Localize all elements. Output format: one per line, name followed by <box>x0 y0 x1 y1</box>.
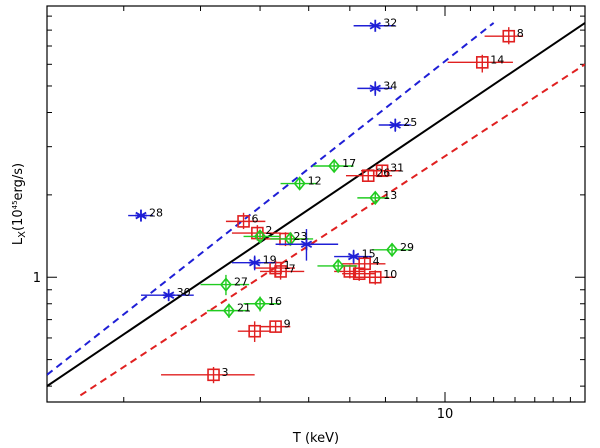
plot-frame <box>46 5 586 403</box>
square-point <box>345 169 393 182</box>
point-label: 12 <box>308 175 322 188</box>
square-marker <box>237 215 250 228</box>
square-marker <box>361 169 375 182</box>
diamond-point <box>313 158 354 174</box>
point-label: 14 <box>490 53 504 66</box>
point-label: 29 <box>400 241 414 254</box>
point-label: 23 <box>293 230 307 243</box>
y-axis-title-main: L <box>11 237 26 245</box>
square-marker <box>248 324 261 338</box>
point-label: 32 <box>383 17 397 30</box>
square-point <box>342 266 376 281</box>
point-label: 25 <box>403 116 417 129</box>
point-label: 19 <box>263 254 277 267</box>
diamond-marker <box>328 158 341 174</box>
diamond-marker <box>369 190 382 206</box>
point-label: 10 <box>383 268 397 281</box>
point-label: 15 <box>362 248 376 261</box>
dashed-relation-line <box>47 22 495 376</box>
y-tick-label: 1 <box>33 271 41 286</box>
point-label: 21 <box>237 302 251 315</box>
square-point <box>237 321 271 342</box>
point-label: 2 <box>265 224 272 237</box>
point-label: 9 <box>284 318 291 331</box>
best-fit-line <box>47 22 585 387</box>
diamond-point <box>357 190 389 206</box>
square-point <box>484 27 524 45</box>
square-marker <box>274 265 287 278</box>
asterisk-point <box>128 209 154 222</box>
diamond-marker <box>284 231 297 247</box>
point-label: 27 <box>234 276 248 289</box>
point-label: 26 <box>376 167 390 180</box>
diamond-marker <box>254 296 267 312</box>
point-label: 1 <box>284 259 291 272</box>
square-point <box>260 320 291 333</box>
square-point <box>260 263 305 280</box>
diamond-point <box>280 176 318 191</box>
asterisk-point <box>231 255 276 271</box>
y-axis-title-sub: X <box>17 231 28 238</box>
diamond-marker <box>219 277 232 292</box>
square-point <box>353 270 396 285</box>
diamond-marker <box>222 303 236 318</box>
diamond-marker <box>254 229 267 244</box>
square-marker <box>502 29 516 43</box>
square-marker <box>352 267 366 281</box>
point-label: 8 <box>517 27 524 40</box>
diamond-point <box>243 229 281 244</box>
asterisk-point <box>357 81 393 96</box>
square-marker <box>207 368 220 382</box>
asterisk-point <box>140 289 194 302</box>
point-label: 34 <box>383 79 397 92</box>
asterisk-point <box>378 118 411 132</box>
diamond-marker <box>386 242 399 258</box>
point-label: 3 <box>222 366 229 379</box>
diamond-point <box>371 242 411 258</box>
y-axis-title-rest: (10 <box>11 209 26 231</box>
y-axis-title: LX(1045erg/s) <box>11 163 28 245</box>
square-point <box>225 212 266 230</box>
point-label: 28 <box>149 207 163 220</box>
x-axis-title: T (keV) <box>292 431 339 446</box>
diamond-point <box>207 303 250 318</box>
square-point <box>161 366 255 384</box>
point-label: 16 <box>268 295 282 308</box>
asterisk-point <box>334 249 372 264</box>
dashed-relation-line <box>79 63 585 397</box>
point-label: 13 <box>383 189 397 202</box>
x-tick-label: 10 <box>437 407 454 422</box>
square-marker <box>368 270 382 284</box>
point-label: 31 <box>390 162 404 175</box>
y-axis-title-sup: 45 <box>11 200 19 209</box>
diamond-marker <box>332 258 345 274</box>
point-label: 4 <box>373 255 380 268</box>
square-marker <box>475 56 489 69</box>
point-label: 30 <box>177 286 191 299</box>
square-marker <box>269 320 282 333</box>
point-label: 6 <box>252 212 259 225</box>
diamond-marker <box>293 176 306 191</box>
asterisk-point <box>353 19 396 32</box>
diamond-point <box>200 274 250 296</box>
diamond-point <box>317 258 358 274</box>
point-label: 7 <box>289 262 296 275</box>
point-label: 17 <box>342 157 356 170</box>
square-point <box>447 54 513 73</box>
y-axis-title-tail: erg/s) <box>11 163 26 201</box>
asterisk-point <box>275 229 339 261</box>
diamond-point <box>243 296 281 312</box>
